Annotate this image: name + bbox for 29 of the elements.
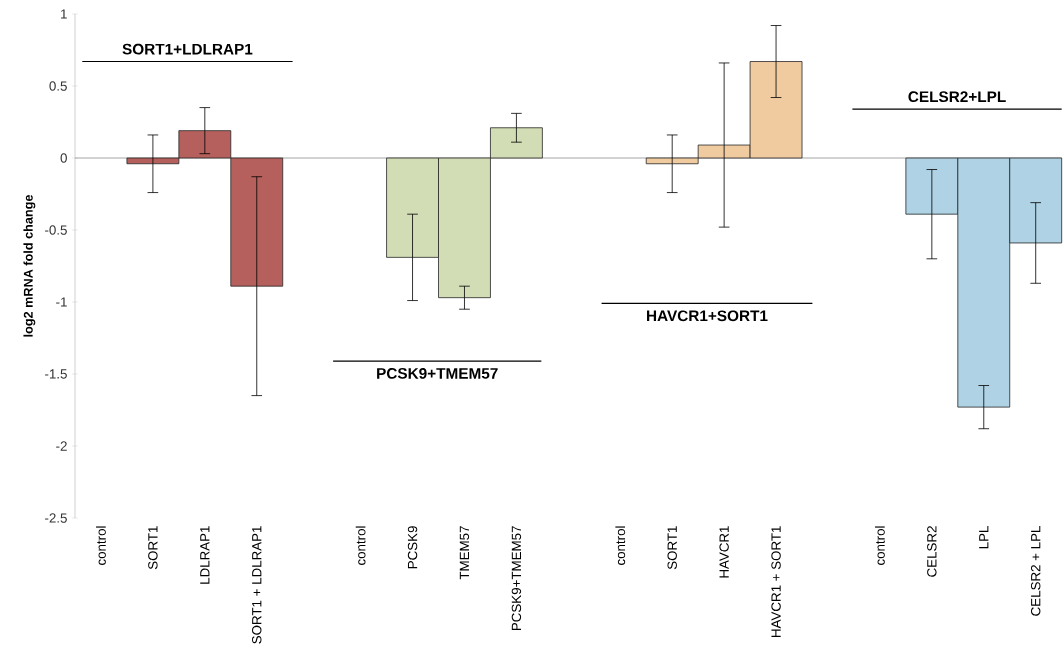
y-axis-title: log2 mRNA fold change	[23, 195, 36, 337]
x-tick-label: SORT1 + LDLRAP1	[252, 526, 262, 644]
x-tick-label: CELSR2 + LPL	[1030, 526, 1041, 616]
x-tick-label: SORT1	[148, 526, 158, 570]
y-tick-label: -2	[56, 441, 67, 451]
y-tick-label: -0.5	[45, 225, 67, 235]
annotation: CELSR2+LPL	[908, 91, 1006, 103]
x-tick-label: LPL	[979, 525, 989, 549]
x-tick-label: control	[875, 526, 885, 566]
x-tick-label: CELSR2	[927, 526, 937, 577]
x-tick-label: control	[96, 526, 106, 566]
x-tick-label: PCSK9	[407, 526, 418, 569]
annotation: HAVCR1+SORT1	[647, 310, 768, 322]
y-tick-label: 0.5	[49, 81, 67, 91]
x-tick-label: SORT1	[667, 526, 677, 570]
y-tick-label: -1	[56, 297, 67, 307]
x-tick-label: PCSK9+TMEM57	[511, 526, 522, 631]
y-tick-label: -1.5	[45, 369, 67, 379]
annotation: SORT1+LDLRAP1	[122, 43, 253, 55]
y-tick-label: 1	[61, 9, 67, 19]
y-tick-label: -2.5	[45, 513, 67, 523]
x-tick-label: control	[355, 526, 366, 566]
x-tick-label: control	[615, 526, 626, 566]
x-tick-label: LDLRAP1	[200, 526, 210, 584]
annotation: PCSK9+TMEM57	[377, 367, 498, 379]
y-tick-label: 0	[60, 153, 67, 163]
x-tick-label: TMEM57	[459, 526, 470, 580]
x-tick-label: HAVCR1	[719, 526, 729, 578]
x-tick-label: HAVCR1 + SORT1	[771, 526, 781, 637]
